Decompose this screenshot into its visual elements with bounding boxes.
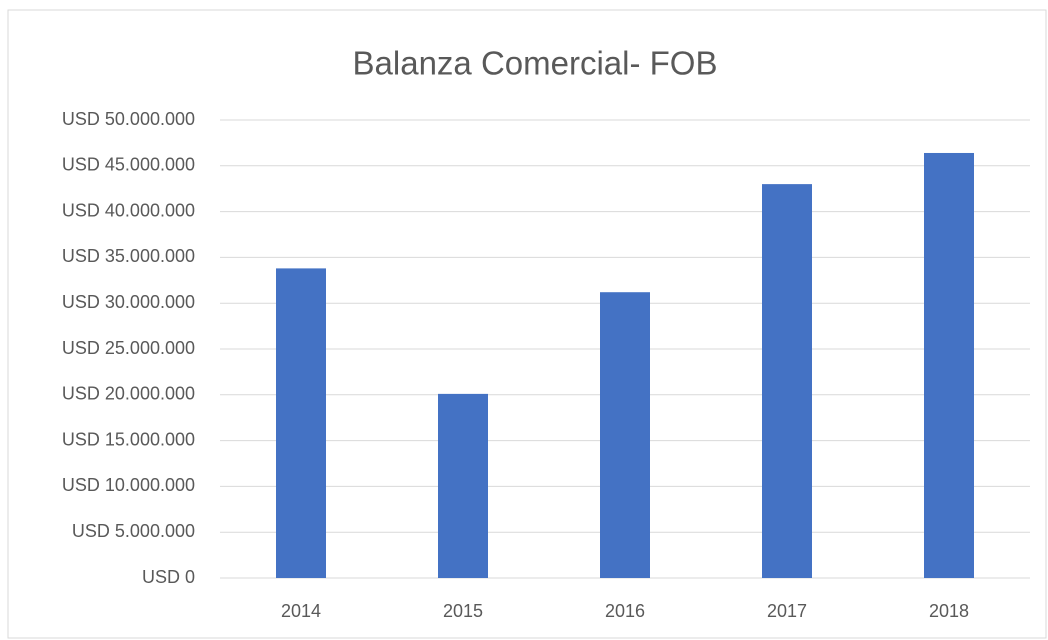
y-tick-label: USD 45.000.000	[62, 155, 195, 175]
bar	[924, 152, 974, 578]
y-tick-label: USD 35.000.000	[62, 246, 195, 266]
x-tick-label: 2015	[443, 601, 483, 621]
y-tick-label: USD 40.000.000	[62, 200, 195, 220]
x-tick-label: 2018	[929, 601, 969, 621]
y-tick-label: USD 10.000.000	[62, 475, 195, 495]
y-tick-label: USD 5.000.000	[72, 521, 195, 541]
chart-title: Balanza Comercial- FOB	[353, 45, 718, 82]
y-tick-label: USD 0	[142, 567, 195, 587]
chart-border	[7, 9, 1047, 639]
x-tick-label: 2017	[767, 601, 807, 621]
x-tick-label: 2014	[281, 601, 321, 621]
x-tick-label: 2016	[605, 601, 645, 621]
bar	[762, 184, 812, 578]
y-tick-label: USD 25.000.000	[62, 338, 195, 358]
bar	[600, 292, 650, 578]
bar	[438, 393, 488, 578]
bar	[276, 268, 326, 578]
y-tick-label: USD 20.000.000	[62, 384, 195, 404]
y-tick-label: USD 30.000.000	[62, 292, 195, 312]
y-tick-label: USD 15.000.000	[62, 429, 195, 449]
y-tick-label: USD 50.000.000	[62, 109, 195, 129]
